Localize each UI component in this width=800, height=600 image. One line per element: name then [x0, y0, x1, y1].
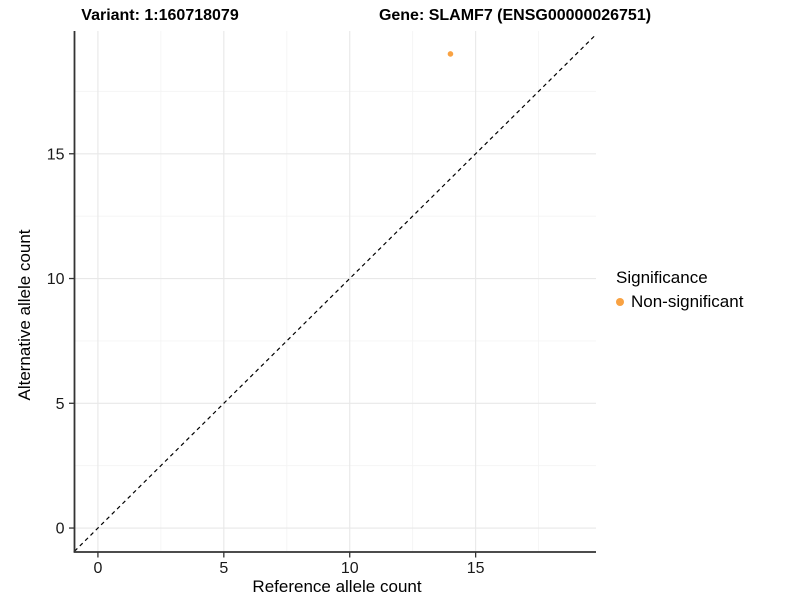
data-point	[447, 51, 454, 57]
y-axis-label: Alternative allele count	[15, 229, 34, 401]
legend-entry: Non-significant	[616, 292, 743, 312]
x-tick-label: 10	[341, 560, 359, 577]
x-axis-label: Reference allele count	[252, 577, 422, 596]
legend-title: Significance	[616, 268, 708, 287]
plot-title-variant: Variant: 1:160718079	[81, 7, 239, 24]
legend-point-icon	[616, 298, 624, 306]
y-tick-label: 10	[47, 271, 65, 288]
x-tick-label: 15	[467, 560, 485, 577]
y-tick-label: 15	[47, 146, 65, 163]
plot-title-gene: Gene: SLAMF7 (ENSG00000026751)	[378, 7, 652, 24]
x-tick-label: 5	[219, 560, 228, 577]
y-tick-label: 0	[56, 521, 65, 538]
y-tick-label: 5	[56, 396, 65, 413]
x-tick-label: 0	[93, 560, 102, 577]
identity-line	[74, 34, 597, 552]
legend: Significance Non-significant	[616, 268, 743, 312]
legend-entry-label: Non-significant	[631, 292, 744, 311]
